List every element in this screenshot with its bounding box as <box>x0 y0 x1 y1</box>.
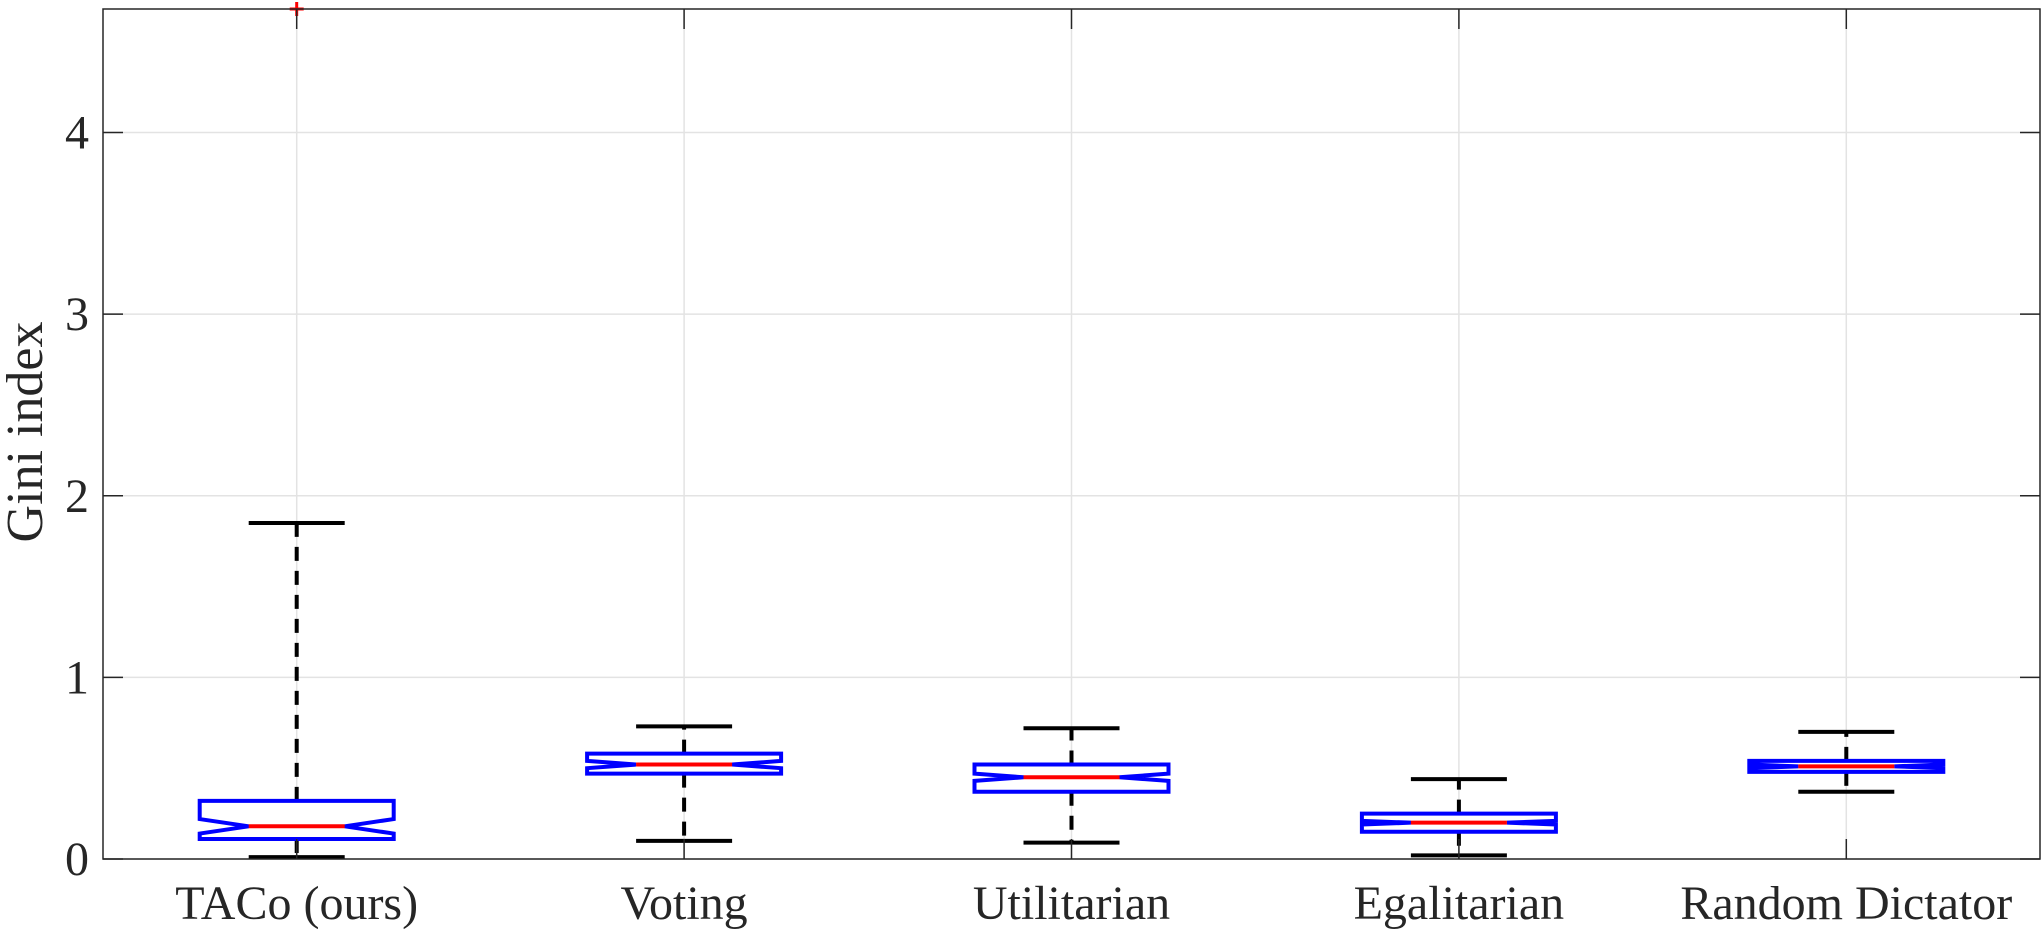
y-tick-label: 3 <box>65 288 89 341</box>
y-axis-label: Gini index <box>0 322 54 543</box>
box-1 <box>585 724 784 843</box>
x-tick-label: Egalitarian <box>1354 877 1565 930</box>
x-tick-label: Voting <box>621 877 748 930</box>
box-body <box>197 798 396 842</box>
y-tick-label: 2 <box>65 470 89 523</box>
box-4 <box>1747 729 1946 794</box>
y-tick-label: 1 <box>65 651 89 704</box>
axes: 0 1 2 3 4 TACo (ours) Voting Utilitarian Egalita… <box>65 8 2041 930</box>
x-tick-label: Utilitarian <box>973 877 1170 930</box>
box-3 <box>1359 777 1558 858</box>
x-tick-label: Random Dictator <box>1680 877 2012 930</box>
grid-lines <box>103 9 2040 860</box>
y-tick-label: 4 <box>65 107 89 160</box>
box-2 <box>972 726 1171 845</box>
box-series <box>197 2 1946 860</box>
y-tick-label: 0 <box>65 833 89 886</box>
x-tick-label: TACo (ours) <box>175 877 418 930</box>
